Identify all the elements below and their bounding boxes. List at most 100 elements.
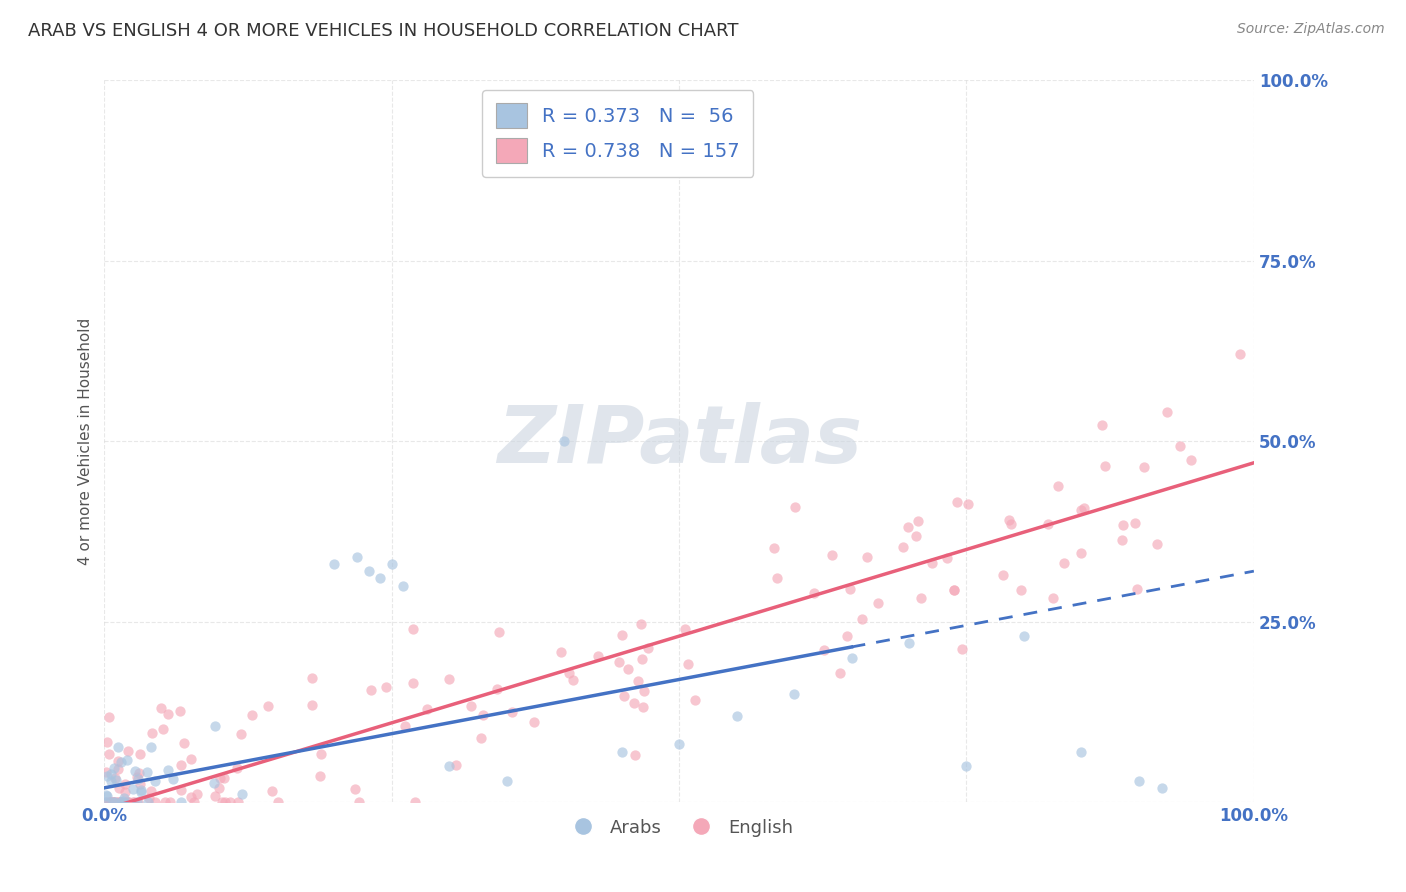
Point: [153, 795, 176, 809]
Point: [208, 780, 231, 795]
Legend: Arabs, English: Arabs, English: [558, 812, 801, 844]
Point: [1012, 629, 1035, 643]
Point: [1126, 582, 1149, 596]
Text: Source: ZipAtlas.com: Source: ZipAtlas.com: [1237, 22, 1385, 37]
Point: [856, 549, 879, 564]
Point: [956, 497, 979, 511]
Point: [107, 754, 129, 768]
Point: [97, 747, 120, 761]
Point: [523, 714, 546, 729]
Point: [110, 795, 132, 809]
Point: [108, 781, 131, 796]
Point: [118, 795, 141, 809]
Point: [218, 795, 240, 809]
Point: [107, 795, 129, 809]
Point: [231, 787, 253, 801]
Point: [104, 795, 127, 809]
Point: [803, 586, 825, 600]
Point: [346, 549, 368, 564]
Point: [1128, 773, 1150, 788]
Point: [943, 582, 966, 597]
Point: [162, 772, 184, 786]
Point: [204, 789, 226, 803]
Point: [668, 738, 690, 752]
Point: [553, 434, 575, 449]
Point: [301, 698, 323, 712]
Point: [122, 795, 145, 809]
Text: ZIPatlas: ZIPatlas: [496, 402, 862, 480]
Point: [125, 795, 148, 809]
Point: [446, 758, 468, 772]
Point: [637, 640, 659, 655]
Point: [98, 795, 121, 809]
Text: ARAB VS ENGLISH 4 OR MORE VEHICLES IN HOUSEHOLD CORRELATION CHART: ARAB VS ENGLISH 4 OR MORE VEHICLES IN HO…: [28, 22, 738, 40]
Point: [112, 795, 135, 809]
Point: [103, 795, 125, 809]
Point: [226, 761, 249, 775]
Point: [1070, 745, 1092, 759]
Point: [110, 795, 132, 809]
Point: [157, 706, 180, 721]
Point: [159, 795, 181, 809]
Point: [114, 785, 136, 799]
Point: [117, 795, 139, 809]
Point: [124, 764, 146, 778]
Point: [211, 795, 233, 809]
Point: [839, 582, 862, 596]
Point: [1070, 503, 1092, 517]
Point: [257, 699, 280, 714]
Point: [368, 571, 391, 585]
Point: [152, 722, 174, 736]
Point: [122, 782, 145, 797]
Point: [1091, 418, 1114, 433]
Point: [783, 500, 806, 515]
Point: [360, 682, 382, 697]
Point: [202, 776, 225, 790]
Point: [143, 774, 166, 789]
Point: [470, 731, 492, 745]
Point: [624, 748, 647, 763]
Point: [104, 772, 127, 786]
Point: [127, 770, 149, 784]
Point: [138, 791, 160, 805]
Point: [921, 556, 943, 570]
Point: [100, 767, 122, 781]
Point: [240, 708, 263, 723]
Point: [135, 764, 157, 779]
Point: [110, 755, 132, 769]
Point: [103, 761, 125, 775]
Point: [439, 759, 461, 773]
Point: [907, 514, 929, 528]
Point: [104, 795, 127, 809]
Point: [1047, 479, 1070, 493]
Point: [495, 773, 517, 788]
Point: [416, 702, 439, 716]
Point: [186, 787, 208, 801]
Point: [898, 636, 921, 650]
Point: [402, 622, 425, 636]
Point: [1010, 583, 1032, 598]
Point: [725, 708, 748, 723]
Point: [766, 571, 789, 585]
Point: [1073, 500, 1095, 515]
Point: [1146, 537, 1168, 551]
Point: [179, 752, 201, 766]
Point: [1111, 533, 1133, 548]
Point: [613, 689, 636, 703]
Point: [136, 795, 159, 809]
Point: [501, 705, 523, 719]
Point: [685, 693, 707, 707]
Point: [170, 757, 193, 772]
Point: [100, 774, 122, 789]
Point: [1070, 546, 1092, 560]
Point: [616, 662, 638, 676]
Point: [100, 795, 122, 809]
Point: [103, 795, 125, 809]
Point: [897, 520, 920, 534]
Point: [404, 795, 426, 809]
Point: [96, 789, 118, 804]
Point: [114, 777, 136, 791]
Point: [392, 578, 415, 592]
Point: [110, 795, 132, 809]
Point: [96, 764, 118, 779]
